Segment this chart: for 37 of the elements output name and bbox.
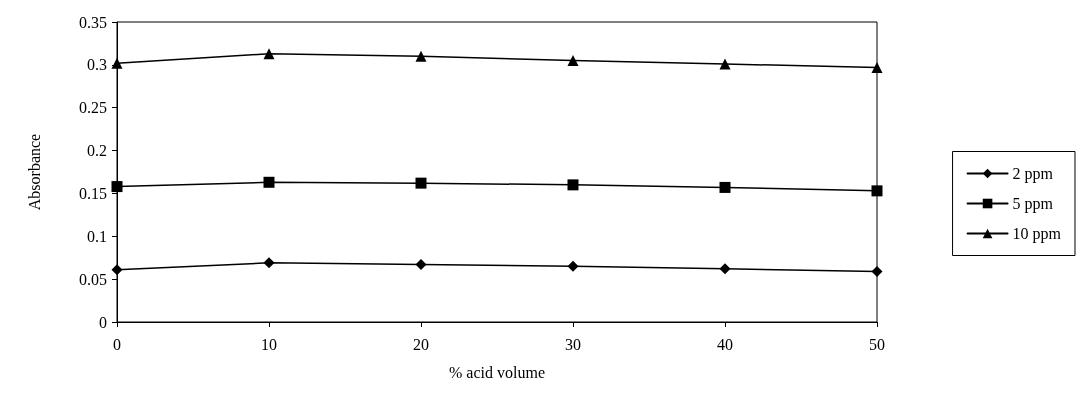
point (567, 260, 579, 272)
y-tick-label: 0 (99, 313, 107, 331)
y-tick-label: 0.25 (79, 99, 107, 117)
x-tick-label: 0 (113, 335, 121, 353)
point (415, 177, 427, 189)
point (719, 263, 731, 275)
x-tick-label: 40 (717, 335, 733, 353)
y-axis-title: Absorbance (25, 133, 43, 211)
y-tick-label: 0.3 (87, 56, 107, 74)
point (263, 176, 275, 188)
point (567, 179, 579, 191)
legend-label: 10 ppm (1012, 225, 1062, 243)
y-tick-label: 0.2 (87, 142, 107, 160)
point (719, 58, 731, 70)
point (111, 181, 123, 193)
point (263, 257, 275, 269)
y-tick-label: 0.05 (79, 270, 107, 288)
point (415, 259, 427, 271)
point (111, 264, 123, 276)
x-tick-label: 20 (413, 335, 429, 353)
y-tick-label: 0.15 (79, 184, 107, 202)
x-tick-label: 10 (261, 335, 277, 353)
point (263, 48, 275, 60)
point (871, 265, 883, 277)
legend-label: 5 ppm (1012, 195, 1054, 213)
x-tick-label: 50 (869, 335, 885, 353)
y-tick-label: 0.1 (87, 227, 107, 245)
point (567, 55, 579, 67)
y-tick-label: 0.35 (79, 13, 107, 31)
point (719, 181, 731, 193)
point (415, 50, 427, 62)
x-tick-label: 30 (565, 335, 581, 353)
point (871, 185, 883, 197)
legend-label: 2 ppm (1012, 165, 1054, 183)
point (111, 57, 123, 69)
x-axis-title: % acid volume (449, 363, 545, 381)
point (871, 61, 883, 73)
